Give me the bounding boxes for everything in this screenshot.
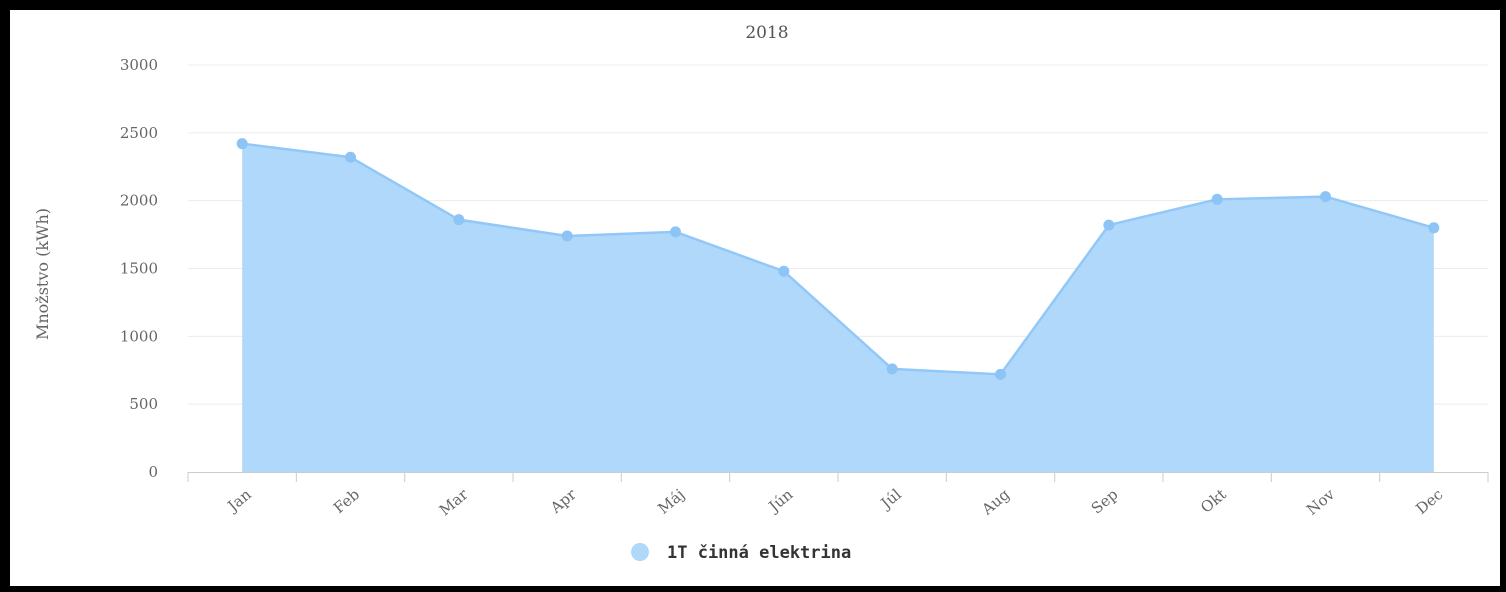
- legend[interactable]: 1T činná elektrina: [631, 543, 851, 563]
- series-line: [242, 142, 1435, 376]
- data-point-máj[interactable]: [670, 226, 681, 238]
- data-point-feb[interactable]: [345, 151, 356, 163]
- y-tick-label: 1500: [120, 260, 158, 278]
- data-point-jún[interactable]: [778, 265, 790, 277]
- data-point-apr[interactable]: [561, 230, 573, 242]
- data-point-jan[interactable]: [236, 138, 248, 150]
- data-point-nov[interactable]: [1320, 191, 1331, 203]
- data-point-mar[interactable]: [453, 214, 465, 226]
- x-tick-label: Sep: [1088, 485, 1122, 517]
- data-point-júl[interactable]: [886, 363, 898, 375]
- y-tick-label: 1000: [120, 327, 158, 345]
- series-area-fill: [242, 143, 1434, 473]
- x-tick-label: Jan: [223, 485, 255, 516]
- data-point-okt[interactable]: [1211, 193, 1223, 205]
- x-tick-label: Okt: [1197, 485, 1230, 516]
- x-tick-label: Nov: [1303, 485, 1338, 519]
- x-tick-label: Feb: [330, 485, 363, 517]
- legend-item-label[interactable]: 1T činná elektrina: [667, 543, 851, 563]
- y-axis-label: Množstvo (kWh): [33, 208, 52, 340]
- y-tick-label: 500: [129, 395, 158, 413]
- chart-title: 2018: [745, 23, 788, 43]
- series-1t-cinna-elektrina: [236, 138, 1440, 473]
- data-point-sep[interactable]: [1103, 219, 1115, 231]
- y-tick-label: 3000: [120, 56, 158, 74]
- area-chart: 2018 0 500 1000 1500 2000 2500 3000 Množstvo (…: [33, 23, 1489, 563]
- y-tick-label: 0: [148, 463, 158, 481]
- x-tick-label: Máj: [654, 485, 688, 517]
- y-tick-label: 2500: [120, 124, 158, 142]
- x-tick-label: Apr: [546, 485, 580, 518]
- legend-marker-icon: [631, 543, 649, 561]
- data-point-aug[interactable]: [995, 368, 1006, 380]
- y-tick-label: 2000: [120, 192, 158, 210]
- x-tick-label: Júl: [876, 485, 905, 513]
- x-axis: Jan Feb Mar Apr Máj Jún Júl Aug Sep Okt Nov Dec: [187, 472, 1489, 520]
- y-axis: 0 500 1000 1500 2000 2500 3000: [120, 56, 158, 481]
- x-tick-label: Aug: [978, 485, 1014, 519]
- x-tick-label: Mar: [436, 485, 472, 520]
- data-point-dec[interactable]: [1428, 222, 1440, 234]
- chart-frame: 2018 0 500 1000 1500 2000 2500 3000 Množstvo (…: [10, 10, 1500, 586]
- x-tick-label: Dec: [1412, 485, 1446, 518]
- x-tick-label: Jún: [764, 485, 797, 517]
